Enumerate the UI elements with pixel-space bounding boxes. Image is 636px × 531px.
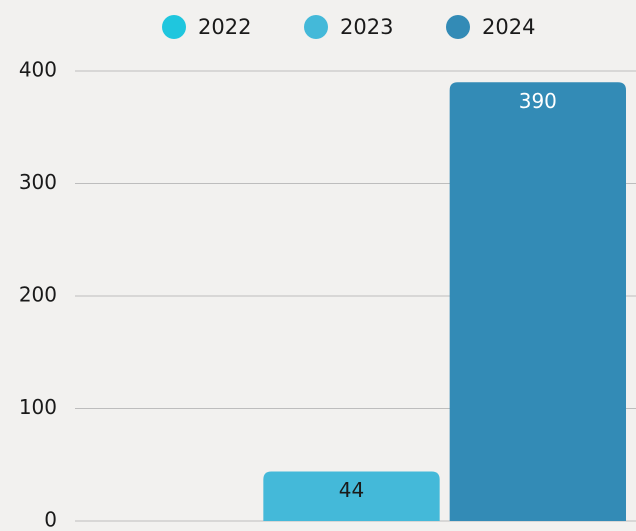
legend-swatch bbox=[446, 15, 470, 39]
bar bbox=[449, 82, 626, 521]
y-tick-label: 200 bbox=[19, 283, 57, 307]
y-tick-label: 100 bbox=[19, 395, 57, 419]
legend-swatch bbox=[304, 15, 328, 39]
legend-swatch bbox=[162, 15, 186, 39]
value-label: 390 bbox=[519, 89, 557, 113]
value-label: 44 bbox=[339, 478, 364, 502]
y-tick-label: 300 bbox=[19, 170, 57, 194]
legend-label: 2022 bbox=[198, 15, 251, 39]
bar bbox=[263, 471, 440, 521]
y-tick-label: 0 bbox=[44, 508, 57, 531]
y-tick-label: 400 bbox=[19, 58, 57, 82]
legend-label: 2024 bbox=[482, 15, 535, 39]
legend-label: 2023 bbox=[340, 15, 393, 39]
